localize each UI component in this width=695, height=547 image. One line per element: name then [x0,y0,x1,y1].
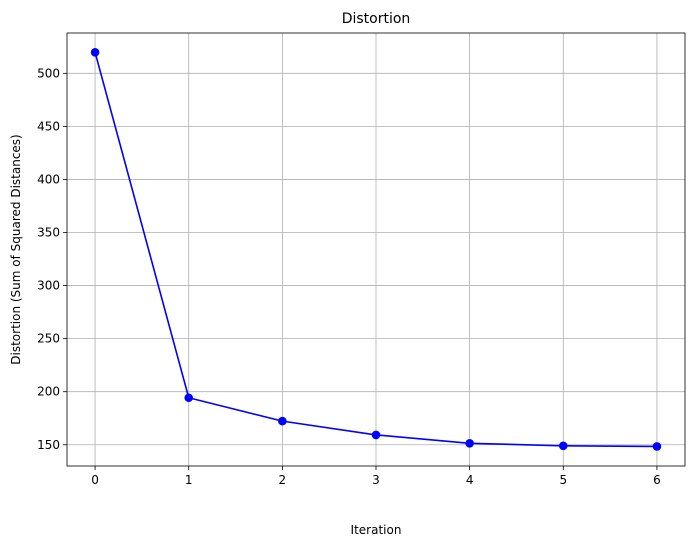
data-point [465,438,474,448]
grid [67,33,685,466]
x-tick-label: 5 [559,473,567,487]
y-tick-label: 200 [37,385,60,399]
x-tick-label: 1 [185,473,193,487]
y-tick-label: 300 [37,279,60,293]
data-point [90,48,100,57]
x-tick-label: 6 [653,473,661,487]
data-point [184,393,194,403]
x-axis: 0 1 2 3 4 5 6 [91,466,661,487]
y-tick-label: 500 [37,66,60,80]
x-tick-label: 3 [372,473,380,487]
y-axis-label: Distortion (Sum of Squared Distances) [9,134,23,364]
y-tick-label: 350 [37,226,60,240]
y-tick-label: 250 [37,332,60,346]
x-axis-label: Iteration [351,523,402,537]
x-tick-label: 0 [91,473,99,487]
data-point [278,416,287,426]
data-point [371,430,381,440]
data-point [558,441,568,451]
y-tick-label: 150 [37,438,60,452]
data-point [652,442,662,451]
series-layer [90,48,662,451]
x-tick-label: 2 [279,473,287,487]
y-axis: 150 200 250 300 350 400 450 500 [37,66,67,452]
y-tick-label: 400 [37,172,60,186]
y-tick-label: 450 [37,119,60,133]
x-tick-label: 4 [466,473,474,487]
chart-title: Distortion [342,11,411,27]
